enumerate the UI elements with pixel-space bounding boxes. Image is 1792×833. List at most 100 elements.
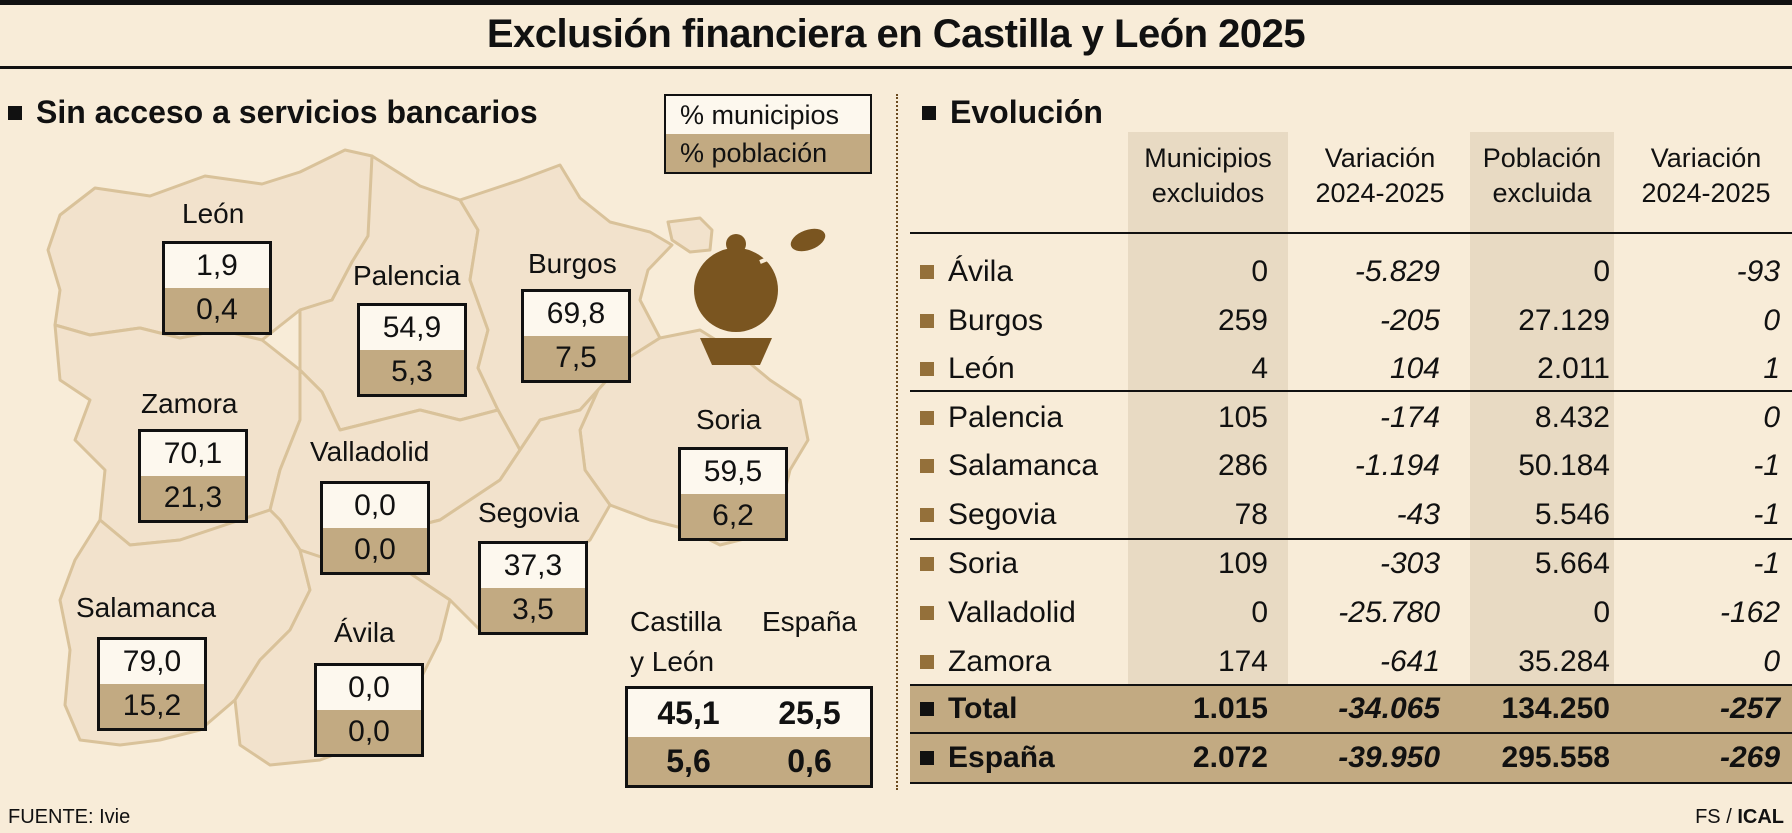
table-row: Salamanca 286 -1.194 50.184 -1 <box>910 442 1792 490</box>
zamora-poblacion: 21,3 <box>141 476 245 520</box>
table-row: Segovia 78 -43 5.546 -1 <box>910 491 1792 539</box>
heading-square-icon <box>8 105 22 120</box>
table-row: Burgos 259 -205 27.129 0 <box>910 297 1792 345</box>
credit-text: FS / <box>1695 806 1738 828</box>
cell-municipios: 0 <box>1251 596 1268 629</box>
cell-poblacion: 35.284 <box>1518 645 1610 678</box>
source-note: FUENTE: Ivie <box>8 806 131 828</box>
row-square-icon <box>920 508 934 522</box>
row-label: Palencia <box>920 394 1063 442</box>
avila-municipios: 0,0 <box>317 666 421 710</box>
province-box-salamanca: 79,0 15,2 <box>97 637 207 731</box>
segovia-municipios: 37,3 <box>481 544 585 588</box>
heading-square-icon <box>922 105 936 120</box>
cell-municipios: 105 <box>1217 401 1268 434</box>
province-label-soria: Soria <box>696 404 762 435</box>
province-label-segovia: Segovia <box>478 497 580 528</box>
leon-poblacion: 0,4 <box>165 288 269 332</box>
cell-municipios: 174 <box>1217 645 1268 678</box>
title-rule <box>0 66 1792 69</box>
total-row: Total 1.015 -34.065 134.250 -257 <box>910 686 1792 732</box>
row-name: Soria <box>948 547 1019 580</box>
espana-row: España 2.072 -39.950 295.558 -269 <box>910 734 1792 782</box>
row-square-icon <box>920 265 934 279</box>
row-name: Total <box>948 692 1018 725</box>
cell-variacion-poblacion: 0 <box>1763 401 1780 434</box>
table-row: Valladolid 0 -25.780 0 -162 <box>910 589 1792 637</box>
top-rule <box>0 0 1792 5</box>
row-label: Soria <box>920 540 1018 588</box>
summary-esp-poblacion: 0,6 <box>787 743 832 779</box>
row-square-icon <box>920 702 934 716</box>
row-label: Zamora <box>920 638 1051 686</box>
cell-variacion-municipios: -641 <box>1379 645 1440 678</box>
row-name: Segovia <box>948 498 1057 531</box>
valladolid-municipios: 0,0 <box>323 484 427 528</box>
summary-box: 45,1 25,5 5,6 0,6 <box>625 686 873 788</box>
cell-poblacion: 50.184 <box>1518 449 1610 482</box>
col-header-variacion-2-l1: Variación <box>1650 143 1762 173</box>
credit-agency: ICAL <box>1737 806 1784 828</box>
cell-poblacion: 134.250 <box>1501 692 1610 725</box>
shade-col-poblacion <box>1470 132 1614 686</box>
cell-variacion-municipios: -174 <box>1379 401 1440 434</box>
col-header-municipios: Municipios excluidos <box>1128 141 1288 211</box>
col-header-variacion-1-l1: Variación <box>1324 143 1436 173</box>
table-row: Palencia 105 -174 8.432 0 <box>910 394 1792 442</box>
summary-cyl-municipios: 45,1 <box>657 695 720 731</box>
summary-cyl-poblacion: 5,6 <box>666 743 711 779</box>
avila-poblacion: 0,0 <box>317 710 421 754</box>
cell-poblacion: 27.129 <box>1518 304 1610 337</box>
section-divider <box>896 94 898 790</box>
cell-variacion-municipios: -25.780 <box>1338 596 1440 629</box>
cell-variacion-municipios: -34.065 <box>1338 692 1440 725</box>
totals-rule-bottom <box>910 782 1792 784</box>
map-legend: % municipios % población <box>664 94 872 174</box>
cell-poblacion: 295.558 <box>1501 741 1610 774</box>
group-rule-1 <box>910 390 1792 392</box>
cell-variacion-poblacion: -257 <box>1719 692 1780 725</box>
cell-variacion-poblacion: -1 <box>1753 449 1780 482</box>
province-label-burgos: Burgos <box>528 248 617 279</box>
cell-variacion-poblacion: -1 <box>1753 498 1780 531</box>
row-label: Salamanca <box>920 442 1098 490</box>
header-rule <box>910 232 1792 234</box>
cell-poblacion: 0 <box>1593 255 1610 288</box>
col-header-variacion-1: Variación 2024-2025 <box>1300 141 1460 211</box>
palencia-municipios: 54,9 <box>360 306 464 350</box>
row-square-icon <box>920 314 934 328</box>
row-name: Burgos <box>948 304 1044 337</box>
cell-municipios: 286 <box>1217 449 1268 482</box>
col-header-poblacion: Población excluida <box>1470 141 1614 211</box>
row-label: Segovia <box>920 491 1056 539</box>
province-label-valladolid: Valladolid <box>310 436 430 467</box>
table-row: Ávila 0 -5.829 0 -93 <box>910 248 1792 296</box>
burgos-poblacion: 7,5 <box>524 336 628 380</box>
page-title: Exclusión financiera en Castilla y León … <box>486 12 1306 56</box>
zamora-municipios: 70,1 <box>141 432 245 476</box>
cell-variacion-poblacion: -162 <box>1719 596 1780 629</box>
province-label-salamanca: Salamanca <box>76 592 217 623</box>
col-header-municipios-l2: excluidos <box>1151 178 1265 208</box>
row-name: España <box>948 741 1055 774</box>
cell-variacion-poblacion: -269 <box>1719 741 1780 774</box>
cell-variacion-municipios: -303 <box>1379 547 1440 580</box>
summary-cyl-label-line2: y León <box>630 646 715 677</box>
cell-variacion-poblacion: -1 <box>1753 547 1780 580</box>
cell-poblacion: 5.664 <box>1534 547 1610 580</box>
cell-municipios: 0 <box>1251 255 1268 288</box>
row-label: Burgos <box>920 297 1043 345</box>
cell-municipios: 109 <box>1217 547 1268 580</box>
summary-cyl-label: Castilla y León <box>630 602 722 682</box>
row-square-icon <box>920 606 934 620</box>
palencia-poblacion: 5,3 <box>360 350 464 394</box>
province-box-burgos: 69,8 7,5 <box>521 289 631 383</box>
col-header-variacion-2-l2: 2024-2025 <box>1641 178 1771 208</box>
cell-variacion-municipios: -39.950 <box>1338 741 1440 774</box>
cell-variacion-poblacion: 0 <box>1763 645 1780 678</box>
row-name: Salamanca <box>948 449 1099 482</box>
col-header-variacion-1-l2: 2024-2025 <box>1315 178 1445 208</box>
map-heading: Sin acceso a servicios bancarios <box>8 94 538 131</box>
cell-municipios: 1.015 <box>1192 692 1268 725</box>
salamanca-poblacion: 15,2 <box>100 684 204 728</box>
